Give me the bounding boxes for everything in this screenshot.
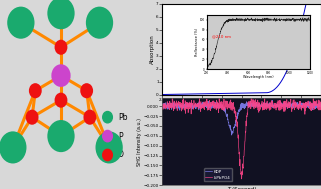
KDP (160, 104, 164, 106)
Circle shape (51, 64, 71, 87)
Circle shape (86, 7, 113, 39)
LiPbPO4 (281, 106, 285, 108)
Line: KDP: KDP (162, 100, 321, 135)
LiPbPO4 (240, 178, 244, 180)
X-axis label: Energy (eV): Energy (eV) (225, 103, 258, 108)
Circle shape (103, 149, 112, 161)
Circle shape (83, 110, 96, 125)
LiPbPO4 (257, 101, 261, 103)
Text: P: P (118, 132, 123, 141)
LiPbPO4 (160, 108, 164, 111)
KDP (230, 134, 234, 136)
LiPbPO4 (170, 103, 174, 105)
Circle shape (7, 7, 35, 39)
Circle shape (29, 83, 42, 98)
LiPbPO4 (319, 100, 321, 102)
Legend: KDP, LiPbPO4: KDP, LiPbPO4 (204, 168, 232, 181)
KDP (270, 99, 274, 101)
Circle shape (0, 131, 26, 163)
KDP (297, 105, 301, 107)
LiPbPO4 (249, 96, 253, 98)
Y-axis label: SHG Intensity (a.u.): SHG Intensity (a.u.) (137, 118, 142, 166)
KDP (170, 105, 174, 108)
Y-axis label: Absorption: Absorption (150, 34, 155, 64)
Circle shape (55, 40, 67, 55)
Text: Eg=4.8 eV: Eg=4.8 eV (222, 26, 248, 31)
KDP (257, 105, 261, 107)
Text: O: O (118, 150, 124, 160)
Circle shape (103, 112, 112, 123)
Circle shape (26, 110, 39, 125)
Circle shape (96, 131, 123, 163)
Line: LiPbPO4: LiPbPO4 (162, 97, 321, 179)
KDP (262, 106, 265, 108)
LiPbPO4 (262, 105, 266, 107)
Circle shape (80, 83, 93, 98)
LiPbPO4 (297, 100, 301, 103)
KDP (281, 102, 285, 105)
Circle shape (48, 120, 74, 152)
KDP (319, 107, 321, 110)
Circle shape (55, 93, 67, 108)
LiPbPO4 (253, 101, 257, 103)
Circle shape (48, 0, 74, 29)
Text: Pb: Pb (118, 113, 127, 122)
Circle shape (103, 130, 112, 142)
X-axis label: T (Second): T (Second) (227, 187, 256, 189)
KDP (253, 104, 256, 107)
